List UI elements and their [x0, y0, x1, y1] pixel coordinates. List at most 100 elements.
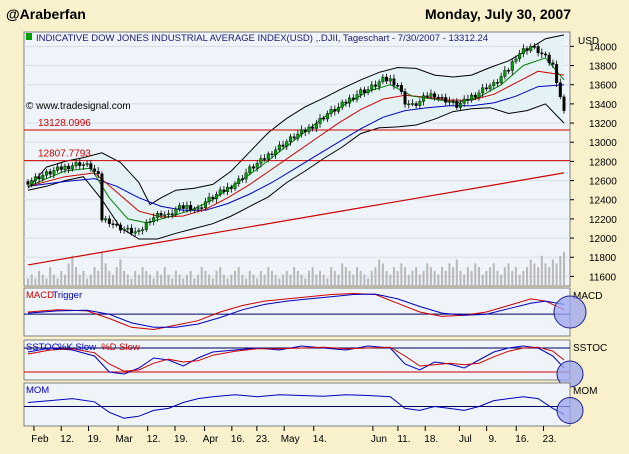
candle-body	[244, 172, 248, 180]
candle-body	[337, 106, 341, 112]
volume-bar	[563, 252, 565, 286]
volume-bar	[156, 270, 159, 286]
volume-bar	[189, 270, 192, 286]
volume-bar	[477, 267, 480, 286]
volume-bar	[204, 270, 207, 286]
candle-body	[518, 53, 522, 60]
candle-body	[503, 70, 507, 77]
candle-body	[451, 100, 455, 103]
candle-body	[322, 117, 326, 120]
volume-bar	[485, 270, 488, 286]
volume-bar	[426, 263, 429, 286]
candle-body	[340, 101, 344, 108]
candle-body	[240, 178, 244, 181]
volume-bar	[82, 270, 85, 286]
volume-bar	[93, 267, 96, 286]
volume-bar	[63, 274, 66, 286]
volume-bar	[270, 270, 273, 286]
volume-bar	[245, 278, 248, 286]
volume-bar	[555, 263, 558, 286]
candle-body	[329, 109, 333, 114]
candle-body	[26, 181, 30, 185]
indicator-line	[27, 394, 565, 419]
candle-body	[436, 96, 440, 99]
candle-body	[425, 95, 429, 97]
volume-bar	[160, 274, 163, 286]
volume-bar	[167, 274, 170, 286]
volume-bar	[470, 270, 473, 286]
volume-bar	[241, 274, 244, 286]
time-tick-label: 12.	[147, 434, 161, 445]
candle-body	[311, 126, 315, 129]
volume-bar	[211, 278, 214, 286]
volume-bar	[548, 267, 551, 286]
time-tick-label: May	[281, 434, 300, 445]
volume-bar	[219, 267, 222, 286]
candle-body	[351, 97, 355, 100]
volume-bar	[492, 263, 495, 286]
candle-body	[492, 82, 496, 86]
candle-body	[189, 205, 193, 211]
moving-average-line	[27, 84, 565, 211]
volume-bar	[100, 252, 103, 286]
time-tick-label: Mar	[115, 434, 133, 445]
volume-bar	[529, 259, 532, 286]
candle-body	[170, 213, 174, 215]
volume-bar	[437, 274, 440, 286]
volume-bar	[145, 270, 148, 286]
volume-bar	[89, 274, 92, 286]
candle-body	[226, 186, 230, 192]
candle-body	[403, 91, 407, 105]
upper-band	[27, 34, 565, 206]
price-tick-label: 12200	[589, 215, 617, 226]
candle-body	[144, 222, 148, 230]
volume-bar	[559, 255, 562, 286]
candle-body	[207, 196, 211, 202]
candle-body	[70, 165, 74, 170]
indicator-frame	[23, 382, 571, 427]
volume-bar	[392, 267, 395, 286]
volume-bar	[448, 263, 451, 286]
indicator-line	[27, 293, 565, 328]
volume-bar	[130, 278, 133, 286]
volume-bar	[237, 267, 240, 286]
candle-body	[155, 213, 159, 218]
candle-body	[152, 217, 156, 222]
volume-bar	[411, 270, 414, 286]
candle-body	[510, 61, 514, 71]
volume-bar	[533, 263, 536, 286]
volume-bar	[141, 267, 144, 286]
candle-body	[63, 165, 67, 170]
volume-bar	[341, 263, 344, 286]
volume-bar	[171, 278, 174, 286]
candle-body	[74, 162, 78, 167]
candle-body	[41, 175, 45, 180]
indicator-axis-label: MACD	[573, 291, 602, 302]
volume-bar	[200, 267, 203, 286]
volume-bar	[455, 259, 458, 286]
candle-body	[444, 97, 448, 103]
candle-body	[514, 58, 518, 62]
volume-bar	[112, 274, 115, 286]
candle-body	[288, 136, 292, 142]
candle-body	[37, 176, 41, 180]
volume-bar	[459, 270, 462, 286]
candle-body	[281, 144, 285, 147]
volume-bar	[333, 270, 336, 286]
candle-body	[303, 129, 307, 133]
candle-body	[181, 205, 185, 209]
volume-bar	[381, 263, 384, 286]
volume-bar	[433, 270, 436, 286]
candle-body	[56, 166, 60, 171]
candle-body	[159, 213, 163, 216]
candle-body	[251, 166, 255, 169]
candle-body	[359, 89, 363, 95]
time-tick-label: 16.	[231, 434, 245, 445]
candle-body	[388, 78, 392, 82]
volume-bar	[75, 267, 78, 286]
volume-bar	[526, 267, 529, 286]
volume-bar	[503, 267, 506, 286]
candle-body	[44, 171, 48, 176]
indicator-axis-label: SSTOC	[573, 343, 607, 354]
volume-bar	[429, 267, 432, 286]
